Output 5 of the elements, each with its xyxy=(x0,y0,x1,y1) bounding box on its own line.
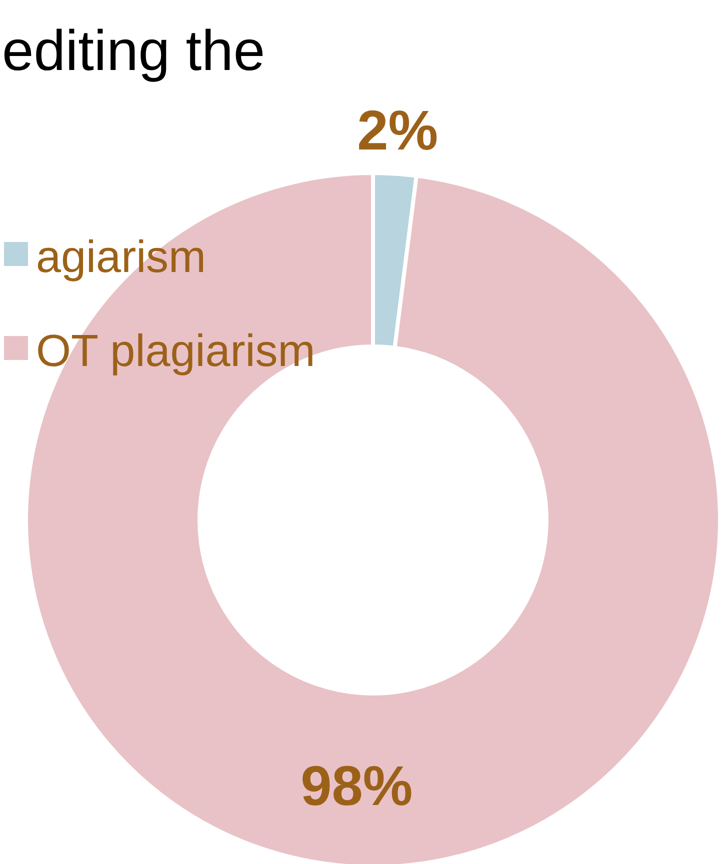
data-label: 98% xyxy=(300,754,413,818)
legend-label: agiarism xyxy=(36,231,206,282)
data-label: 2% xyxy=(357,98,438,162)
chart-title: editing the xyxy=(2,19,266,83)
legend-label: OT plagiarism xyxy=(36,325,316,376)
